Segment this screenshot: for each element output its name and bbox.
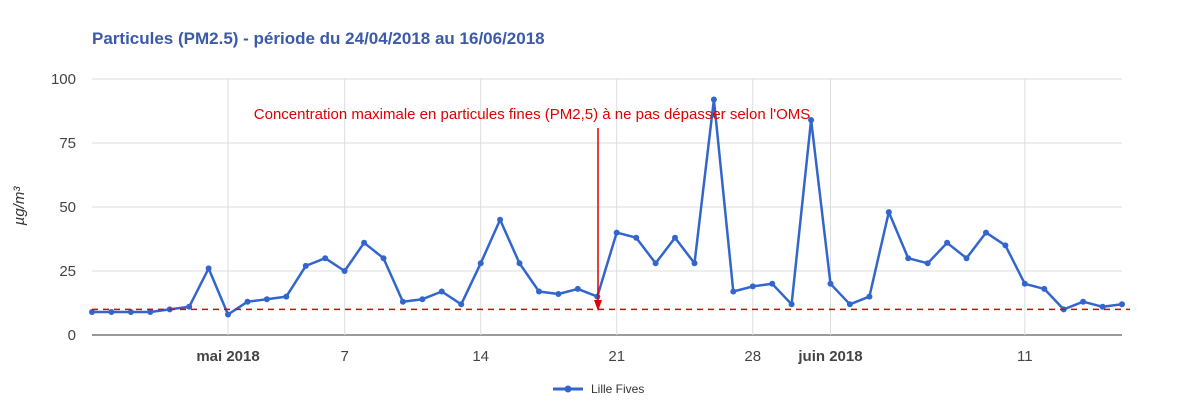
x-tick-label-2: 14: [472, 348, 489, 365]
data-point-0-31: [691, 260, 698, 267]
data-point-0-33: [730, 288, 737, 295]
annotation-arrow-head: [594, 300, 602, 311]
data-point-0-10: [283, 293, 290, 300]
data-point-0-13: [341, 268, 348, 274]
legend-label-lille-fives: Lille Fives: [591, 382, 644, 396]
data-point-0-45: [963, 255, 970, 262]
data-point-0-8: [244, 298, 251, 305]
x-tick-label-6: 11: [1017, 348, 1033, 365]
data-point-0-47: [1002, 242, 1009, 249]
data-point-0-18: [438, 288, 445, 295]
data-point-0-53: [1119, 301, 1125, 308]
data-point-0-30: [672, 234, 678, 241]
axis-layer: 0 25 50 75 100 mai 2018 7 14 21 28 juin 2018 11: [51, 71, 1033, 365]
y-axis-label: µg/m³: [11, 186, 28, 226]
x-tick-label-4: 28: [744, 348, 761, 365]
y-tick-label-100: 100: [51, 71, 76, 88]
data-point-0-28: [633, 234, 640, 241]
y-tick-label-0: 0: [68, 327, 76, 344]
data-point-0-39: [846, 301, 853, 308]
data-point-0-24: [555, 291, 562, 297]
grid-layer: [92, 78, 1122, 336]
data-point-0-15: [380, 255, 387, 262]
data-point-0-1: [108, 309, 115, 315]
data-point-0-38: [827, 280, 834, 287]
data-point-0-36: [788, 301, 795, 308]
data-point-0-14: [361, 239, 368, 246]
data-point-0-37: [808, 117, 815, 123]
data-point-0-46: [983, 229, 989, 236]
data-point-0-7: [225, 311, 231, 318]
data-point-0-32: [710, 96, 717, 103]
x-tick-label-0: mai 2018: [196, 348, 259, 365]
legend-swatch-marker: [564, 385, 572, 393]
chart-title: Particules (PM2.5) - période du 24/04/20…: [92, 29, 545, 48]
y-tick-label-50: 50: [59, 199, 76, 216]
data-point-0-35: [769, 280, 776, 287]
data-point-0-34: [749, 283, 756, 290]
data-point-0-20: [477, 260, 484, 267]
data-point-0-0: [89, 309, 95, 315]
annotation-layer: Concentration maximale en particules fin…: [254, 106, 810, 311]
data-point-0-52: [1099, 303, 1106, 310]
data-point-0-22: [516, 260, 523, 267]
data-point-0-42: [905, 255, 912, 262]
legend[interactable]: Lille Fives: [553, 382, 644, 396]
who-limit-annotation: Concentration maximale en particules fin…: [254, 106, 810, 123]
data-point-0-19: [458, 301, 465, 308]
data-point-0-43: [924, 260, 931, 267]
data-point-0-21: [497, 216, 504, 223]
data-point-0-17: [419, 296, 426, 303]
data-point-0-27: [613, 229, 620, 236]
y-tick-label-25: 25: [59, 263, 76, 280]
x-tick-label-1: 7: [340, 348, 348, 365]
data-point-0-49: [1041, 285, 1048, 292]
data-point-0-16: [399, 298, 406, 305]
data-point-0-48: [1021, 280, 1028, 287]
data-point-0-2: [127, 309, 134, 315]
data-point-0-11: [302, 262, 309, 269]
data-point-0-29: [652, 260, 659, 267]
data-point-0-12: [322, 255, 329, 262]
data-point-0-25: [574, 285, 581, 292]
data-point-0-9: [263, 296, 270, 303]
data-point-0-5: [186, 303, 193, 310]
x-tick-label-3: 21: [608, 348, 625, 365]
data-point-0-3: [147, 309, 154, 315]
data-point-0-41: [885, 209, 892, 216]
data-point-0-51: [1080, 298, 1087, 305]
data-point-0-6: [205, 265, 212, 272]
data-point-0-23: [536, 288, 542, 295]
data-point-0-44: [944, 239, 951, 246]
x-tick-label-5: juin 2018: [797, 348, 862, 365]
y-tick-label-75: 75: [59, 135, 76, 152]
data-point-0-40: [866, 293, 873, 300]
series-line-0: [92, 98, 1123, 316]
